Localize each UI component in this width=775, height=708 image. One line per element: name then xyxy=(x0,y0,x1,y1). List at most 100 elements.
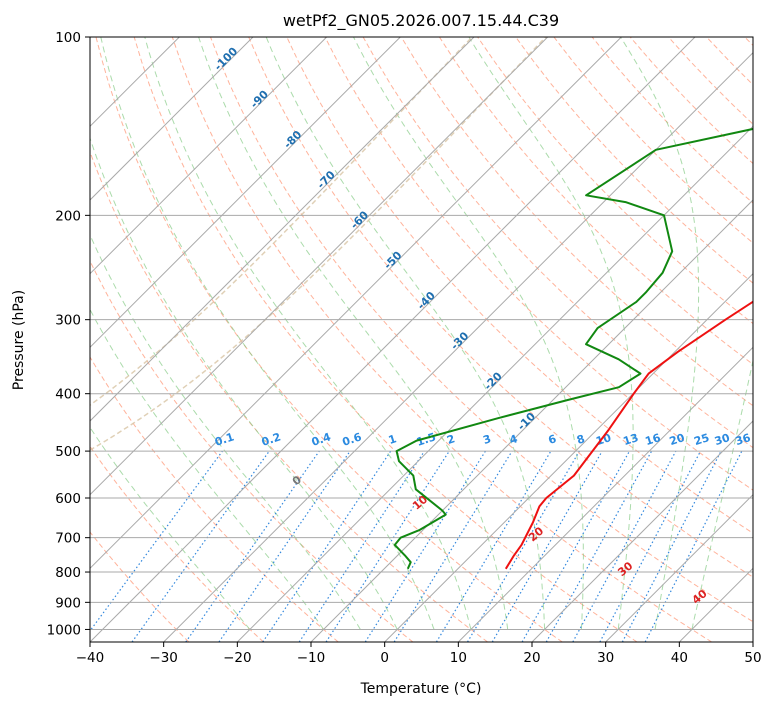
moist-adiabat xyxy=(265,37,546,630)
mixing-ratio-label: 4 xyxy=(508,432,520,447)
isotherm-label: -100 xyxy=(212,44,241,73)
mixing-ratio-line xyxy=(521,450,631,642)
mixing-ratio-line xyxy=(435,450,552,642)
y-tick-label: 300 xyxy=(55,313,81,329)
x-tick-label: 30 xyxy=(597,650,614,666)
mixing-ratio-label: 1.5 xyxy=(415,430,438,448)
mixing-ratio-line xyxy=(325,450,450,642)
dry-adiabat xyxy=(95,37,563,642)
mixing-ratio-label: 30 xyxy=(713,431,732,448)
dry-adiabat xyxy=(362,37,753,449)
isotherm-label: -70 xyxy=(315,168,338,191)
x-tick-label: −30 xyxy=(149,650,178,666)
mixing-ratio-label: 0.1 xyxy=(213,430,236,448)
y-axis-label: Pressure (hPa) xyxy=(11,290,27,390)
dry-adiabat xyxy=(515,37,753,284)
moist-adiabat xyxy=(90,308,325,630)
y-tick-label: 900 xyxy=(55,595,81,611)
x-tick-label: 0 xyxy=(380,650,389,666)
x-tick-label: 20 xyxy=(523,650,540,666)
mixing-ratio-label: 1 xyxy=(387,432,398,447)
x-axis: −40 −30 −20 −10 0 10 20 30 40 50 xyxy=(76,642,762,666)
mixing-ratio-line xyxy=(364,450,486,642)
moist-adiabat-label: 40 xyxy=(690,587,710,607)
isotherm xyxy=(236,125,753,642)
y-axis: 100 200 300 400 500 600 700 800 900 1000 xyxy=(47,30,90,638)
mixing-ratio-line xyxy=(218,450,351,642)
isotherm xyxy=(90,37,475,422)
isotherm xyxy=(90,37,549,496)
mixing-ratio-line xyxy=(491,450,603,642)
mixing-ratio-line xyxy=(90,450,223,632)
isotherm xyxy=(678,567,753,642)
dry-adiabat xyxy=(400,37,753,407)
moist-adiabat xyxy=(691,358,753,630)
isotherm-label: -50 xyxy=(381,249,404,272)
mixing-ratio-label: 6 xyxy=(547,432,559,447)
mixing-ratio-line xyxy=(545,450,653,642)
mixing-ratio-label: 2 xyxy=(445,432,456,447)
isotherm xyxy=(531,420,753,642)
mixing-ratio-line xyxy=(572,450,677,642)
y-tick-label: 200 xyxy=(55,208,81,224)
x-tick-label: 50 xyxy=(744,650,761,666)
isotherm xyxy=(90,37,328,275)
x-tick-label: 10 xyxy=(450,650,467,666)
y-tick-label: 800 xyxy=(55,565,81,581)
isotherm-label: -20 xyxy=(482,369,505,392)
mixing-ratio-line xyxy=(262,450,392,642)
mixing-ratio-label: 0.4 xyxy=(310,430,333,448)
dry-adiabat xyxy=(90,531,190,642)
background-lines xyxy=(90,37,753,642)
dry-adiabat xyxy=(744,37,753,47)
isotherm-label: -30 xyxy=(448,329,471,352)
mixing-ratio-label: 8 xyxy=(575,432,586,447)
mixing-ratio-label: 25 xyxy=(692,431,711,448)
mixing-ratio-line xyxy=(393,450,513,642)
dry-adiabat xyxy=(706,37,753,86)
y-tick-label: 1000 xyxy=(47,622,81,638)
dry-adiabat xyxy=(324,37,753,491)
dry-adiabat xyxy=(90,259,414,642)
isotherm xyxy=(310,199,753,642)
isotherm-label: -80 xyxy=(281,128,304,151)
dry-adiabat xyxy=(90,445,264,642)
moist-adiabat-label: 0 xyxy=(290,473,304,488)
dry-adiabat xyxy=(438,37,753,366)
isotherm xyxy=(90,37,401,349)
isotherm-label: -90 xyxy=(248,87,271,110)
dry-adiabat xyxy=(668,37,753,125)
mixing-ratio-label: 16 xyxy=(644,431,663,448)
x-tick-label: −10 xyxy=(297,650,326,666)
moist-adiabat xyxy=(353,37,584,630)
dry-adiabat xyxy=(553,37,753,244)
moist-adiabat xyxy=(100,37,435,630)
y-tick-label: 100 xyxy=(55,30,81,46)
mixing-ratio-label: 3 xyxy=(481,432,492,447)
dry-adiabat xyxy=(90,356,339,642)
moist-adiabat xyxy=(90,426,251,630)
y-tick-label: 600 xyxy=(55,491,81,507)
iso-curve xyxy=(90,37,473,407)
x-axis-label: Temperature (°C) xyxy=(360,681,482,697)
mixing-ratio-label: 0.6 xyxy=(341,430,364,448)
moist-adiabat xyxy=(90,136,398,630)
isotherm xyxy=(90,37,622,570)
mixing-ratio-label: 0.2 xyxy=(260,430,283,448)
moist-adiabat xyxy=(468,37,634,630)
isotherm xyxy=(90,37,696,642)
dry-adiabat xyxy=(248,37,753,578)
moist-adiabat xyxy=(144,37,472,630)
mixing-ratio-line xyxy=(621,450,722,642)
dry-adiabat xyxy=(210,37,753,623)
mixing-ratio-line xyxy=(599,450,702,642)
dewpoint-profile xyxy=(393,127,753,570)
moist-adiabat xyxy=(620,37,700,630)
dry-adiabat xyxy=(90,150,488,642)
dry-adiabat xyxy=(591,37,753,204)
dry-adiabat xyxy=(133,37,638,642)
y-tick-label: 500 xyxy=(55,444,81,460)
mixing-ratio-label: 20 xyxy=(668,431,687,448)
y-tick-label: 700 xyxy=(55,531,81,547)
